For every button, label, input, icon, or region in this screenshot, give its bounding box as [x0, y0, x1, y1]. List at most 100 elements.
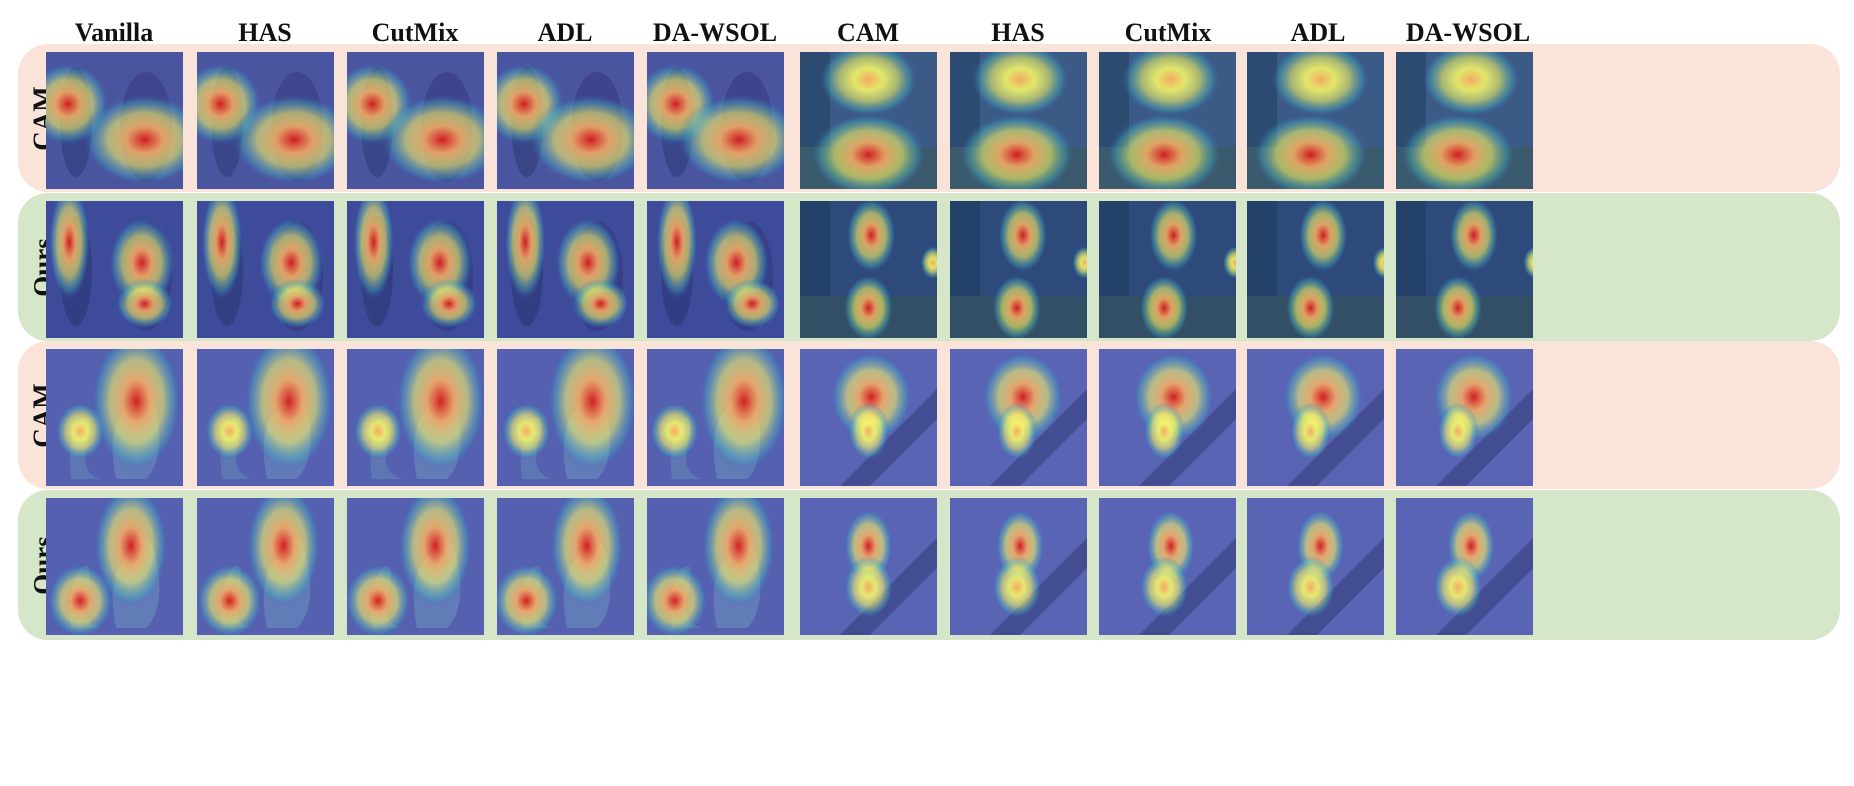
activation-blob — [547, 349, 634, 471]
activation-blob — [55, 402, 105, 460]
cat-statue-scene-heatmap — [347, 349, 484, 486]
tree-path-scene-heatmap — [800, 201, 937, 338]
cat-statue-scene-heatmap — [497, 498, 634, 635]
activation-blob — [1139, 556, 1189, 618]
activation-blob — [115, 279, 174, 329]
tree-path-scene-heatmap — [1396, 52, 1533, 189]
column-header: ADL — [537, 18, 593, 47]
activation-blob — [810, 113, 927, 189]
activation-blob — [497, 563, 560, 635]
activation-blob — [1222, 246, 1236, 280]
activation-blob — [998, 201, 1048, 273]
dog-statue-scene-heatmap — [497, 52, 634, 189]
activation-blob — [920, 246, 937, 280]
activation-blob — [243, 349, 334, 471]
column-header: DA-WSOL — [652, 18, 778, 47]
activation-blob — [571, 279, 630, 329]
activation-blob — [1437, 402, 1479, 460]
cat-statue-scene-heatmap — [647, 349, 784, 486]
activation-blob — [959, 113, 1075, 189]
activation-blob — [420, 279, 478, 329]
activation-blob — [647, 563, 708, 635]
activation-blob — [1523, 246, 1533, 279]
column-header: HAS — [238, 18, 292, 47]
bird-branch-scene-heatmap — [1099, 349, 1236, 486]
activation-blob — [1143, 402, 1185, 460]
cat-statue-scene-heatmap — [197, 498, 334, 635]
activation-blob — [529, 94, 634, 185]
activation-blob — [232, 94, 334, 185]
bird-branch-scene-heatmap — [950, 498, 1087, 635]
column-header: CAM — [836, 18, 900, 47]
activation-blob — [992, 274, 1042, 338]
activation-blob — [380, 94, 484, 185]
activation-blob — [819, 52, 918, 117]
dog-statue-scene-heatmap — [197, 52, 334, 189]
column-header: DA-WSOL — [1405, 18, 1531, 47]
dog-statue-scene-heatmap — [647, 52, 784, 189]
activation-blob — [504, 201, 546, 300]
activation-blob — [1121, 52, 1221, 117]
activation-blob — [650, 402, 700, 460]
activation-blob — [48, 201, 90, 300]
bird-branch-scene-heatmap — [800, 349, 937, 486]
activation-blob — [970, 52, 1070, 117]
bird-branch-scene-heatmap — [950, 349, 1087, 486]
tree-path-scene-heatmap — [800, 52, 937, 189]
tree-path-scene-heatmap — [1099, 201, 1236, 338]
activation-blob — [1148, 201, 1199, 273]
activation-blob — [549, 498, 624, 608]
activation-blob — [1372, 246, 1384, 280]
activation-blob — [1285, 556, 1336, 618]
dog-statue-scene-heatmap — [46, 52, 183, 189]
activation-blob — [201, 201, 243, 300]
activation-blob — [91, 349, 182, 471]
activation-blob — [1400, 113, 1516, 189]
activation-blob — [843, 556, 894, 618]
dog-statue-scene-heatmap — [497, 201, 634, 338]
activation-blob — [996, 402, 1038, 460]
activation-blob — [1433, 556, 1483, 618]
dog-statue-scene-heatmap — [197, 201, 334, 338]
tree-path-scene-heatmap — [1396, 201, 1533, 338]
activation-blob — [47, 563, 114, 635]
activation-blob — [698, 349, 784, 471]
activation-blob — [677, 94, 784, 185]
activation-blob — [395, 349, 484, 471]
activation-blob — [846, 201, 896, 273]
activation-blob — [204, 402, 255, 460]
bird-branch-scene-heatmap — [1247, 349, 1384, 486]
activation-blob — [93, 498, 168, 608]
activation-blob — [268, 279, 327, 329]
activation-blob — [1421, 52, 1521, 117]
column-header: HAS — [991, 18, 1045, 47]
activation-blob — [1449, 201, 1499, 273]
dog-statue-scene-heatmap — [46, 201, 183, 338]
cat-statue-scene-heatmap — [347, 498, 484, 635]
activation-blob — [1253, 113, 1369, 189]
dog-statue-scene-heatmap — [347, 201, 484, 338]
activation-blob — [1290, 402, 1332, 460]
activation-blob — [1433, 274, 1483, 338]
activation-blob — [83, 94, 183, 185]
tree-path-scene-heatmap — [1247, 201, 1384, 338]
cat-statue-scene-heatmap — [497, 349, 634, 486]
cat-statue-scene-heatmap — [197, 349, 334, 486]
activation-blob — [1271, 52, 1370, 117]
cat-statue-scene-heatmap — [647, 498, 784, 635]
activation-blob — [701, 498, 776, 608]
column-header: CutMix — [1124, 18, 1212, 47]
column-header: Vanilla — [74, 18, 154, 47]
bird-branch-scene-heatmap — [1247, 498, 1384, 635]
activation-blob — [656, 201, 698, 300]
activation-blob — [501, 402, 551, 460]
activation-blob — [246, 498, 321, 608]
column-header: ADL — [1290, 18, 1346, 47]
activation-blob — [398, 498, 473, 608]
tree-path-scene-heatmap — [950, 52, 1087, 189]
tree-path-scene-heatmap — [950, 201, 1087, 338]
activation-blob — [1285, 274, 1336, 338]
cat-statue-scene-heatmap — [46, 349, 183, 486]
activation-blob — [843, 274, 894, 338]
dog-statue-scene-heatmap — [647, 201, 784, 338]
